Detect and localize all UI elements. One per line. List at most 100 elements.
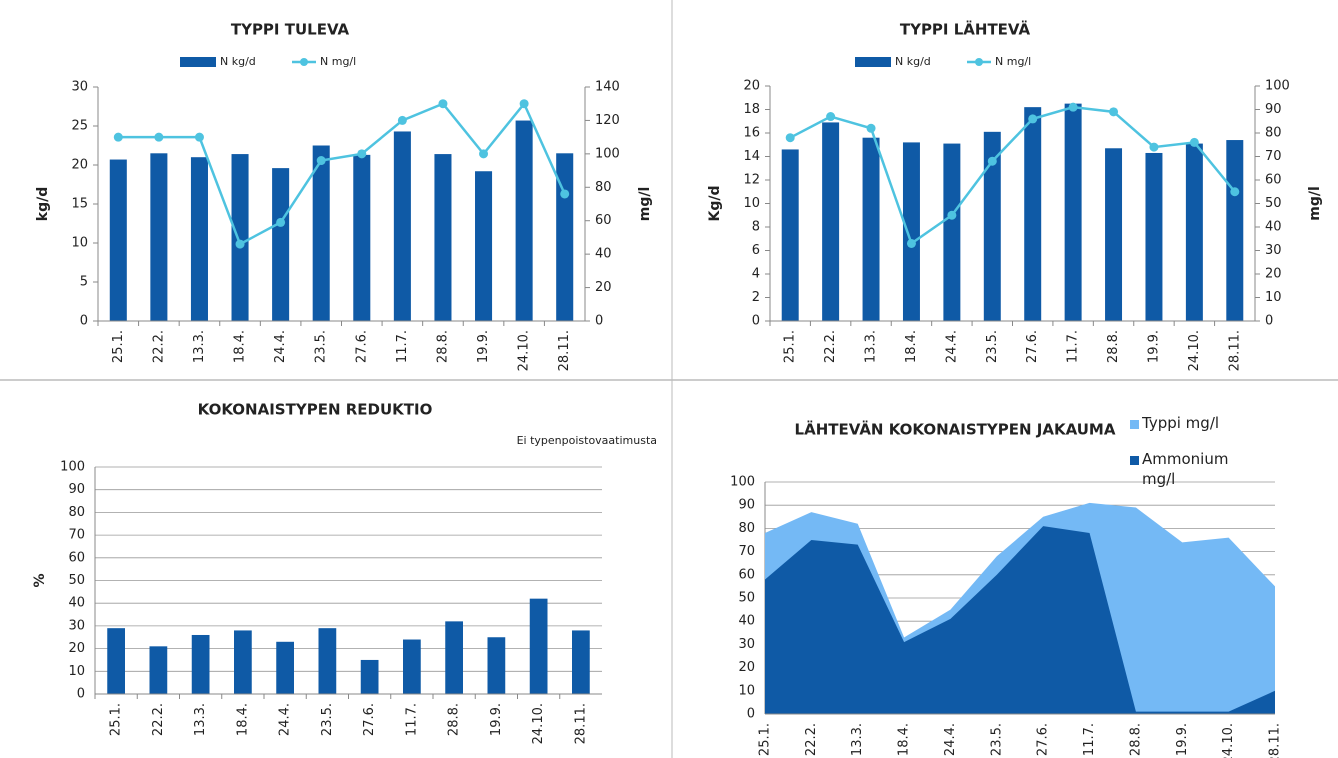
bar [150, 153, 168, 321]
x-tick-label: 23.5. [985, 330, 1000, 363]
y-tick-label: 18 [743, 102, 760, 117]
y-tick-label: 15 [71, 197, 88, 212]
x-tick-label: 28.8. [1106, 330, 1121, 363]
bar [403, 639, 421, 694]
bar [1185, 143, 1203, 321]
line-marker [866, 123, 876, 133]
y-tick-label: 100 [730, 475, 755, 490]
line-marker [194, 132, 204, 142]
bar [393, 131, 411, 321]
y-tick-label: 60 [68, 550, 85, 565]
x-tick-label: 28.8. [447, 703, 462, 736]
bar [943, 143, 961, 321]
line-marker [1189, 137, 1199, 147]
bar [475, 171, 493, 321]
y-axis-label: % [32, 573, 48, 587]
legend-label: N kg/d [895, 55, 931, 68]
bar [1226, 140, 1244, 321]
line-marker [316, 156, 326, 166]
legend-swatch [180, 57, 216, 67]
x-tick-label: 28.11. [573, 703, 588, 744]
line-marker [1149, 142, 1159, 152]
line-marker [560, 189, 570, 199]
line-marker [235, 239, 245, 249]
x-tick-label: 25.1. [111, 330, 126, 363]
line-marker [826, 112, 836, 122]
x-tick-label: 22.2. [804, 723, 819, 756]
legend-label: N mg/l [320, 55, 356, 68]
y-tick-label: 5 [80, 275, 88, 290]
line-marker [947, 210, 957, 220]
y-tick-label: 70 [68, 528, 85, 543]
y-tick-label: 20 [68, 641, 85, 656]
annotation: Ei typenpoistovaatimusta [517, 434, 657, 447]
y-tick-label: 20 [71, 158, 88, 173]
line-marker [479, 149, 489, 159]
legend-swatch [1130, 456, 1139, 465]
x-tick-label: 18.4. [233, 330, 248, 363]
x-tick-label: 24.10. [531, 703, 546, 744]
line-marker [785, 133, 795, 143]
y2-tick-label: 40 [595, 247, 612, 262]
bar [107, 628, 125, 694]
legend-box: Typpi mg/l [1142, 414, 1219, 432]
bar [822, 122, 840, 321]
y2-tick-label: 80 [595, 180, 612, 195]
y2-tick-label: 20 [595, 280, 612, 295]
y-tick-label: 30 [68, 618, 85, 633]
x-tick-label: 13.3. [192, 330, 207, 363]
x-tick-label: 27.6. [1025, 330, 1040, 363]
y2-axis-label: mg/l [1307, 186, 1323, 221]
x-tick-label: 11.7. [395, 330, 410, 363]
bar [983, 131, 1001, 321]
line-marker [1028, 114, 1038, 124]
x-tick-label: 22.2. [151, 330, 166, 363]
bar [360, 659, 379, 694]
y-tick-label: 90 [738, 498, 755, 513]
y-tick-label: 50 [738, 591, 755, 606]
bar [312, 145, 330, 321]
y-tick-label: 20 [743, 79, 760, 94]
line-marker [906, 238, 916, 248]
y2-tick-label: 10 [1265, 290, 1282, 305]
x-tick-label: 25.1. [758, 723, 773, 756]
x-tick-label: 27.6. [354, 330, 369, 363]
y2-tick-label: 50 [1265, 196, 1282, 211]
x-tick-label: 13.3. [864, 330, 879, 363]
chart-title: TYPPI TULEVA [231, 21, 350, 39]
x-tick-label: 19.9. [1146, 330, 1161, 363]
y-tick-label: 10 [71, 236, 88, 251]
y2-tick-label: 60 [1265, 173, 1282, 188]
chart-title: LÄHTEVÄN KOKONAISTYPEN JAKAUMA [795, 420, 1116, 439]
y-tick-label: 0 [752, 314, 760, 329]
x-tick-label: 19.9. [476, 330, 491, 363]
x-tick-label: 22.2. [823, 330, 838, 363]
x-tick-label: 24.4. [943, 723, 958, 756]
bar [902, 142, 920, 321]
y2-tick-label: 20 [1265, 267, 1282, 282]
y2-tick-label: 140 [595, 80, 620, 95]
x-tick-label: 24.10. [1187, 330, 1202, 371]
line-marker [357, 149, 367, 159]
y-tick-label: 25 [71, 119, 88, 134]
y-tick-label: 8 [752, 220, 760, 235]
y-tick-label: 0 [80, 314, 88, 329]
chart-title: TYPPI LÄHTEVÄ [900, 20, 1031, 39]
line-marker [113, 132, 123, 142]
y-tick-label: 6 [752, 243, 760, 258]
x-tick-label: 19.9. [489, 703, 504, 736]
x-tick-label: 18.4. [904, 330, 919, 363]
y2-tick-label: 70 [1265, 149, 1282, 164]
bar [572, 630, 590, 694]
legend-marker [975, 58, 983, 66]
x-tick-label: 11.7. [1082, 723, 1097, 756]
bar [1064, 103, 1082, 321]
x-tick-label: 22.2. [151, 703, 166, 736]
bar [445, 621, 463, 694]
y2-tick-label: 80 [1265, 126, 1282, 141]
x-tick-label: 11.7. [404, 703, 419, 736]
bar [191, 634, 210, 694]
line-marker [397, 115, 407, 125]
bar [1145, 152, 1163, 321]
x-tick-label: 28.8. [1128, 723, 1143, 756]
